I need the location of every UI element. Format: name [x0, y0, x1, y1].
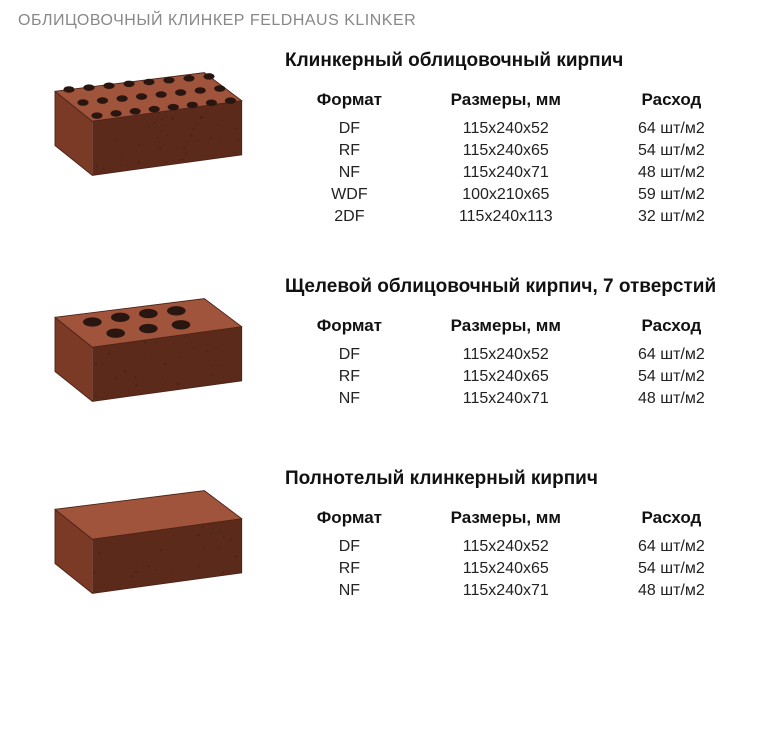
col-header-consumption: Расход — [598, 312, 745, 344]
cell-consumption: 48 шт/м2 — [598, 580, 745, 602]
cell-format: RF — [285, 366, 414, 388]
table-row: DF115x240x5264 шт/м2 — [285, 536, 745, 558]
section-title: Полнотелый клинкерный кирпич — [285, 468, 752, 490]
cell-consumption: 59 шт/м2 — [598, 184, 745, 206]
product-info: Полнотелый клинкерный кирпич ФорматРазмер… — [285, 468, 752, 602]
cell-dimensions: 115x240x65 — [414, 140, 598, 162]
brick-illustration — [16, 468, 261, 612]
cell-dimensions: 115x240x52 — [414, 118, 598, 140]
cell-dimensions: 115x240x113 — [414, 206, 598, 228]
table-row: RF115x240x6554 шт/м2 — [285, 366, 745, 388]
product-info: Клинкерный облицовочный кирпич ФорматРазм… — [285, 50, 752, 228]
col-header-consumption: Расход — [598, 86, 745, 118]
product-section: Щелевой облицовочный кирпич, 7 отверстий… — [16, 276, 752, 420]
cell-dimensions: 115x240x65 — [414, 558, 598, 580]
cell-consumption: 64 шт/м2 — [598, 118, 745, 140]
section-title: Клинкерный облицовочный кирпич — [285, 50, 752, 72]
page-title: ОБЛИЦОВОЧНЫЙ КЛИНКЕР FELDHAUS KLINKER — [18, 12, 752, 30]
cell-consumption: 64 шт/м2 — [598, 344, 745, 366]
table-row: NF115x240x7148 шт/м2 — [285, 162, 745, 184]
cell-format: RF — [285, 558, 414, 580]
cell-format: DF — [285, 118, 414, 140]
cell-dimensions: 115x240x71 — [414, 388, 598, 410]
cell-consumption: 64 шт/м2 — [598, 536, 745, 558]
cell-format: RF — [285, 140, 414, 162]
product-info: Щелевой облицовочный кирпич, 7 отверстий… — [285, 276, 752, 410]
brick-illustration — [16, 50, 261, 194]
col-header-consumption: Расход — [598, 504, 745, 536]
cell-format: NF — [285, 580, 414, 602]
table-row: 2DF115x240x11332 шт/м2 — [285, 206, 745, 228]
spec-table: ФорматРазмеры, ммРасходDF115x240x5264 шт… — [285, 86, 745, 228]
cell-dimensions: 115x240x65 — [414, 366, 598, 388]
product-section: Клинкерный облицовочный кирпич ФорматРазм… — [16, 50, 752, 228]
product-section: Полнотелый клинкерный кирпич ФорматРазмер… — [16, 468, 752, 612]
cell-format: NF — [285, 388, 414, 410]
cell-format: 2DF — [285, 206, 414, 228]
cell-consumption: 48 шт/м2 — [598, 388, 745, 410]
table-row: RF115x240x6554 шт/м2 — [285, 558, 745, 580]
cell-dimensions: 115x240x71 — [414, 162, 598, 184]
table-row: NF115x240x7148 шт/м2 — [285, 580, 745, 602]
cell-dimensions: 115x240x52 — [414, 344, 598, 366]
table-row: NF115x240x7148 шт/м2 — [285, 388, 745, 410]
cell-format: WDF — [285, 184, 414, 206]
table-row: DF115x240x5264 шт/м2 — [285, 118, 745, 140]
table-row: WDF100x210x6559 шт/м2 — [285, 184, 745, 206]
cell-dimensions: 100x210x65 — [414, 184, 598, 206]
table-row: RF115x240x6554 шт/м2 — [285, 140, 745, 162]
cell-consumption: 54 шт/м2 — [598, 558, 745, 580]
cell-dimensions: 115x240x52 — [414, 536, 598, 558]
cell-consumption: 54 шт/м2 — [598, 140, 745, 162]
col-header-dimensions: Размеры, мм — [414, 312, 598, 344]
brick-illustration — [16, 276, 261, 420]
col-header-dimensions: Размеры, мм — [414, 86, 598, 118]
col-header-format: Формат — [285, 86, 414, 118]
cell-consumption: 32 шт/м2 — [598, 206, 745, 228]
cell-format: DF — [285, 344, 414, 366]
section-title: Щелевой облицовочный кирпич, 7 отверстий — [285, 276, 752, 298]
col-header-format: Формат — [285, 312, 414, 344]
cell-dimensions: 115x240x71 — [414, 580, 598, 602]
spec-table: ФорматРазмеры, ммРасходDF115x240x5264 шт… — [285, 504, 745, 602]
cell-format: DF — [285, 536, 414, 558]
col-header-format: Формат — [285, 504, 414, 536]
cell-format: NF — [285, 162, 414, 184]
table-row: DF115x240x5264 шт/м2 — [285, 344, 745, 366]
spec-table: ФорматРазмеры, ммРасходDF115x240x5264 шт… — [285, 312, 745, 410]
cell-consumption: 54 шт/м2 — [598, 366, 745, 388]
cell-consumption: 48 шт/м2 — [598, 162, 745, 184]
col-header-dimensions: Размеры, мм — [414, 504, 598, 536]
